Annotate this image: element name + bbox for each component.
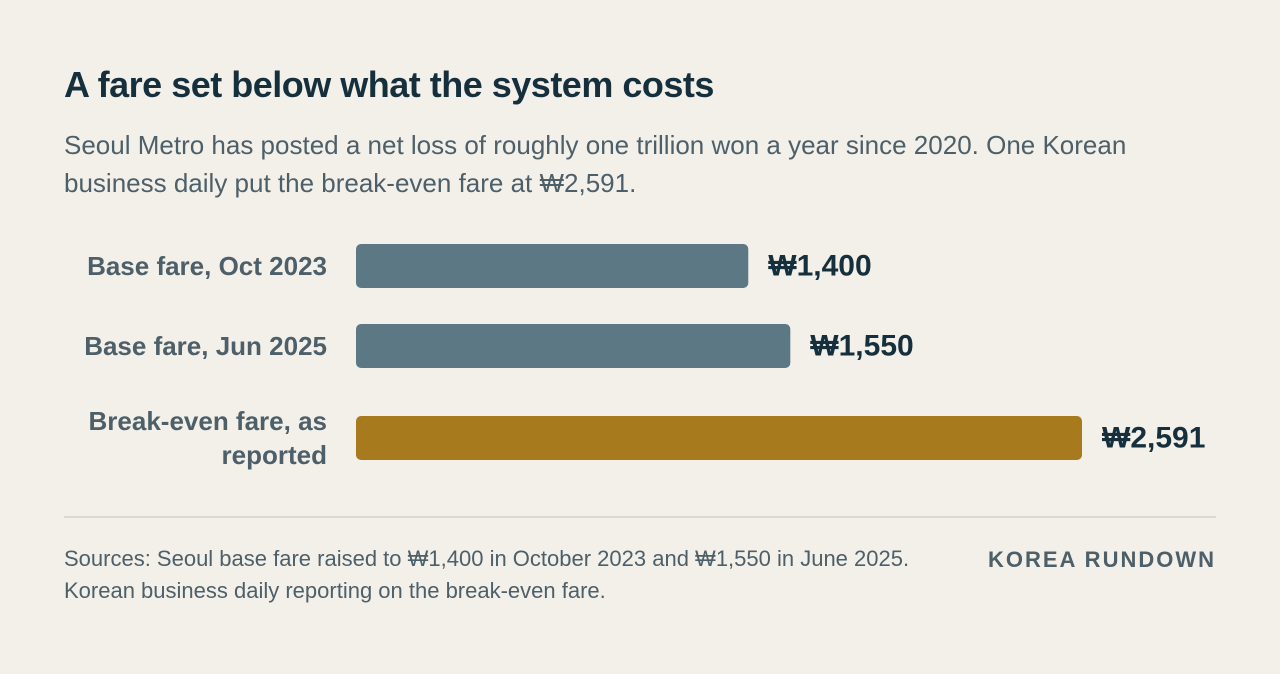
value-label-0: ₩1,400: [768, 250, 871, 283]
category-label-1: Base fare, Jun 2025: [84, 331, 327, 361]
bar-0: [356, 244, 749, 288]
sources-note: Sources: Seoul base fare raised to ₩1,40…: [64, 546, 910, 603]
category-label-2: Break-even fare, as reported: [89, 406, 327, 470]
bar-chart-svg: Base fare, Oct 2023 ₩1,400 Base fare, Jun …: [84, 244, 1205, 470]
value-label-1: ₩1,550: [810, 330, 913, 363]
category-label-0: Base fare, Oct 2023: [87, 251, 327, 281]
chart-subtitle: Seoul Metro has posted a net loss of rou…: [64, 130, 1127, 198]
bar-chart: Base fare, Oct 2023 ₩1,400 Base fare, Jun …: [0, 230, 1280, 480]
chart-title: A fare set below what the system costs: [64, 64, 714, 105]
bar-1: [356, 324, 791, 368]
footer-divider: [64, 516, 1216, 518]
value-label-2: ₩2,591: [1102, 422, 1205, 455]
brand-logo: KOREA RUNDOWN: [987, 547, 1216, 572]
bar-2: [356, 416, 1082, 460]
